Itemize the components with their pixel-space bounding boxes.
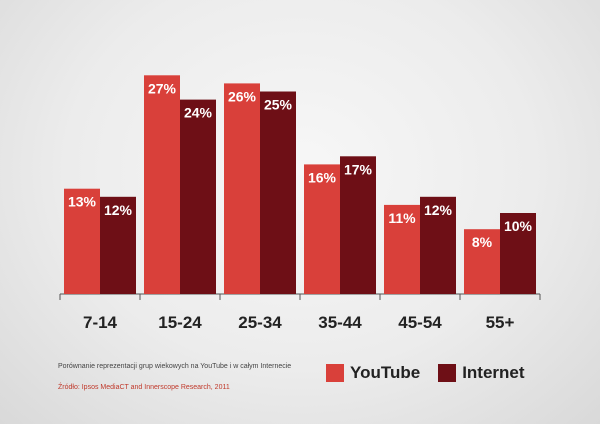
bar-internet-15-24 <box>180 99 216 294</box>
x-tick-label: 55+ <box>486 313 515 332</box>
bar-youtube-7-14 <box>64 188 100 294</box>
legend-item-internet: Internet <box>438 363 525 383</box>
bar-internet-7-14 <box>100 196 136 294</box>
bar-value-label: 16% <box>308 169 337 185</box>
legend: YouTube Internet <box>326 360 543 386</box>
chart-source: Źródło: Ipsos MediaCT and Innerscope Res… <box>58 384 230 391</box>
chart-caption: Porównanie reprezentacji grup wiekowych … <box>58 363 292 370</box>
legend-swatch-internet <box>438 364 457 382</box>
bar-youtube-25-34 <box>224 83 260 295</box>
x-tick-label: 25-34 <box>238 313 282 332</box>
bar-internet-35-44 <box>340 156 376 294</box>
bar-youtube-15-24 <box>144 75 180 294</box>
bar-value-label: 25% <box>264 97 293 113</box>
bar-value-label: 11% <box>388 210 416 226</box>
bar-value-label: 27% <box>148 80 177 96</box>
bar-internet-55+ <box>500 213 536 294</box>
x-tick-label: 7-14 <box>83 313 118 332</box>
x-tick-label: 35-44 <box>318 313 362 332</box>
bar-value-label: 13% <box>68 194 97 210</box>
bar-youtube-35-44 <box>304 164 340 294</box>
legend-item-youtube: YouTube <box>326 363 420 383</box>
bar-value-label: 8% <box>472 234 493 250</box>
bar-value-label: 24% <box>184 105 213 121</box>
bar-youtube-45-54 <box>384 204 420 294</box>
x-tick-label: 45-54 <box>398 313 442 332</box>
legend-swatch-youtube <box>326 364 344 382</box>
bar-value-label: 12% <box>424 202 453 218</box>
bar-value-label: 17% <box>344 161 373 177</box>
bar-value-label: 10% <box>504 218 533 234</box>
legend-label-youtube: YouTube <box>350 363 421 382</box>
x-tick-label: 15-24 <box>158 313 202 332</box>
legend-label-internet: Internet <box>462 363 525 382</box>
bar-value-label: 26% <box>228 88 257 104</box>
bar-youtube-55+ <box>464 229 500 294</box>
bar-value-label: 12% <box>104 202 133 218</box>
bar-internet-25-34 <box>260 91 296 294</box>
bar-internet-45-54 <box>420 196 456 294</box>
